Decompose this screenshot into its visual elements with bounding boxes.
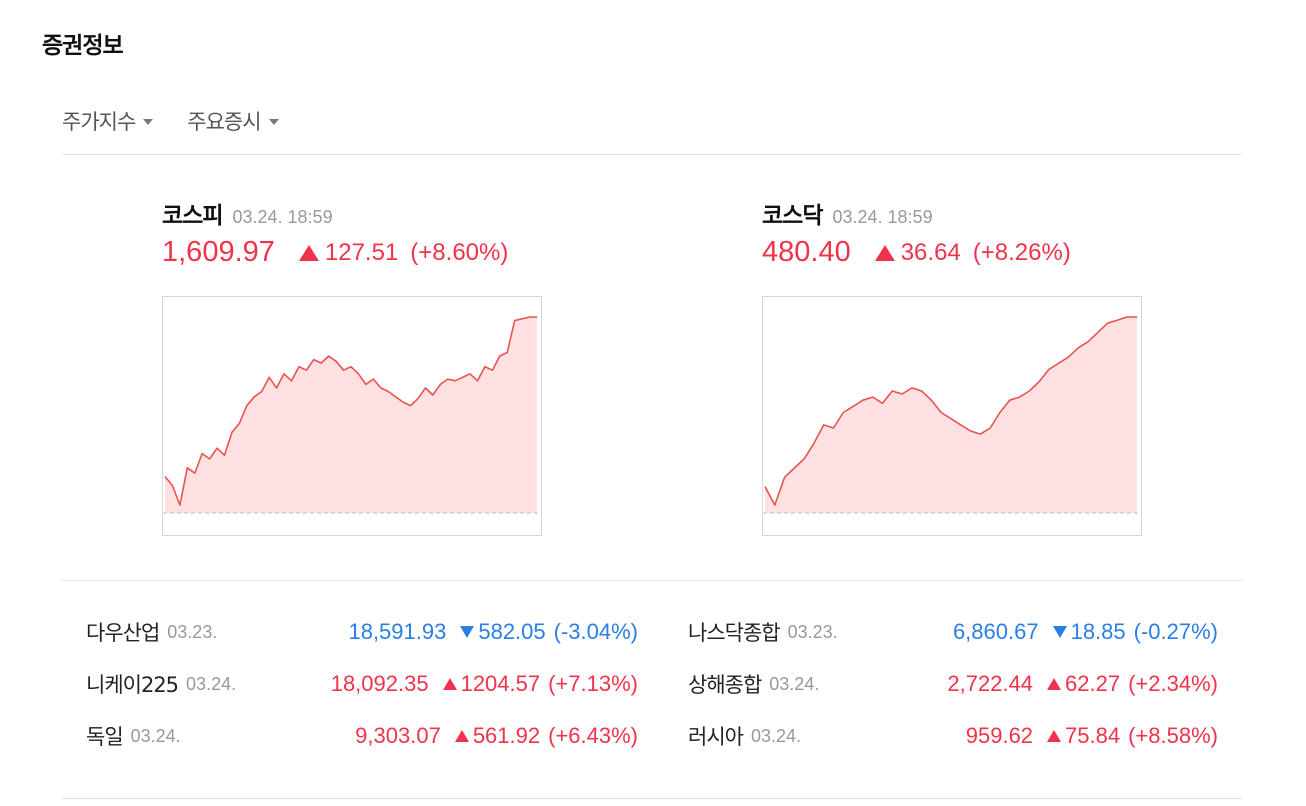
market-price: 9,303.07 bbox=[355, 723, 441, 748]
market-price: 6,860.67 bbox=[952, 619, 1039, 644]
market-percent: (+6.43%) bbox=[548, 723, 638, 748]
kosdaq-card[interactable]: 코스닥 03.24. 18:59 480.40 36.64 (+8.26%) bbox=[762, 196, 1142, 536]
market-row-shanghai[interactable]: 상해종합 03.24. 2,722.44 62.27 (+2.34%) bbox=[688, 664, 1218, 704]
tab-label: 주가지수 bbox=[62, 110, 136, 134]
triangle-down-icon bbox=[1052, 626, 1067, 638]
market-date: 03.24. bbox=[769, 673, 820, 694]
market-price: 18,591.93 bbox=[348, 619, 447, 644]
index-price: 480.40 bbox=[762, 236, 851, 268]
triangle-up-icon bbox=[874, 244, 895, 261]
caret-down-icon bbox=[143, 119, 154, 125]
divider bbox=[62, 154, 1242, 155]
triangle-down-icon bbox=[460, 626, 475, 638]
market-percent: (+7.13%) bbox=[548, 671, 638, 696]
section-title: 증권정보 bbox=[42, 33, 124, 59]
triangle-up-icon bbox=[1047, 678, 1062, 690]
market-row-dow[interactable]: 다우산업 03.23. 18,591.93 582.05 (-3.04%) bbox=[86, 612, 638, 652]
market-name: 독일 bbox=[86, 725, 124, 749]
market-row-nasdaq[interactable]: 나스닥종합 03.23. 6,860.67 18.85 (-0.27%) bbox=[688, 612, 1218, 652]
market-name: 나스닥종합 bbox=[688, 621, 781, 645]
chart-area bbox=[165, 317, 537, 513]
index-percent: (+8.60%) bbox=[410, 238, 509, 266]
market-change: 75.84 bbox=[1065, 723, 1121, 748]
market-change: 1204.57 bbox=[460, 671, 541, 696]
market-price: 18,092.35 bbox=[330, 671, 429, 696]
market-date: 03.24. bbox=[750, 725, 802, 746]
index-time: 03.24. 18:59 bbox=[232, 207, 333, 227]
market-name: 다우산업 bbox=[86, 621, 160, 645]
index-time: 03.24. 18:59 bbox=[832, 207, 933, 227]
market-percent: (-3.04%) bbox=[553, 619, 638, 644]
index-price: 1,609.97 bbox=[162, 236, 275, 268]
tab-stock-index[interactable]: 주가지수 bbox=[62, 106, 154, 136]
index-change: 36.64 bbox=[900, 238, 961, 266]
divider bbox=[62, 798, 1242, 799]
chart-area bbox=[765, 317, 1137, 513]
market-row-nikkei[interactable]: 니케이225 03.24. 18,092.35 1204.57 (+7.13%) bbox=[86, 664, 638, 704]
market-change: 561.92 bbox=[472, 723, 541, 748]
kosdaq-chart-svg bbox=[763, 316, 1141, 514]
index-name[interactable]: 코스닥 bbox=[762, 203, 823, 229]
tab-label: 주요증시 bbox=[187, 110, 261, 134]
triangle-up-icon bbox=[442, 678, 457, 690]
market-price: 959.62 bbox=[965, 723, 1034, 748]
market-date: 03.24. bbox=[186, 673, 237, 694]
market-date: 03.23. bbox=[787, 621, 838, 642]
market-row-russia[interactable]: 러시아 03.24. 959.62 75.84 (+8.58%) bbox=[688, 716, 1218, 756]
market-change: 582.05 bbox=[478, 619, 546, 644]
divider bbox=[62, 580, 1242, 581]
kosdaq-chart[interactable] bbox=[762, 296, 1142, 536]
market-name: 니케이225 bbox=[86, 673, 179, 697]
triangle-up-icon bbox=[454, 730, 469, 742]
market-price: 2,722.44 bbox=[947, 671, 1034, 696]
market-change: 18.85 bbox=[1070, 619, 1126, 644]
kospi-card[interactable]: 코스피 03.24. 18:59 1,609.97 127.51 (+8.60%… bbox=[162, 196, 542, 536]
market-percent: (+2.34%) bbox=[1128, 671, 1218, 696]
triangle-up-icon bbox=[298, 244, 319, 261]
triangle-up-icon bbox=[1047, 730, 1062, 742]
kospi-chart-svg bbox=[163, 316, 541, 514]
market-name: 러시아 bbox=[688, 725, 744, 749]
caret-down-icon bbox=[268, 119, 279, 125]
market-percent: (+8.58%) bbox=[1128, 723, 1218, 748]
index-name[interactable]: 코스피 bbox=[162, 203, 223, 229]
index-change: 127.51 bbox=[324, 238, 399, 266]
market-date: 03.24. bbox=[130, 725, 181, 746]
market-row-germany[interactable]: 독일 03.24. 9,303.07 561.92 (+6.43%) bbox=[86, 716, 638, 756]
tab-bar: 주가지수 주요증시 bbox=[62, 106, 279, 136]
market-percent: (-0.27%) bbox=[1133, 619, 1218, 644]
chart-line bbox=[764, 316, 1137, 506]
tab-major-markets[interactable]: 주요증시 bbox=[187, 106, 279, 136]
chart-line bbox=[164, 316, 537, 506]
kospi-chart[interactable] bbox=[162, 296, 542, 536]
market-change: 62.27 bbox=[1065, 671, 1121, 696]
market-date: 03.23. bbox=[167, 621, 218, 642]
index-percent: (+8.26%) bbox=[972, 238, 1071, 266]
market-name: 상해종합 bbox=[688, 673, 762, 697]
